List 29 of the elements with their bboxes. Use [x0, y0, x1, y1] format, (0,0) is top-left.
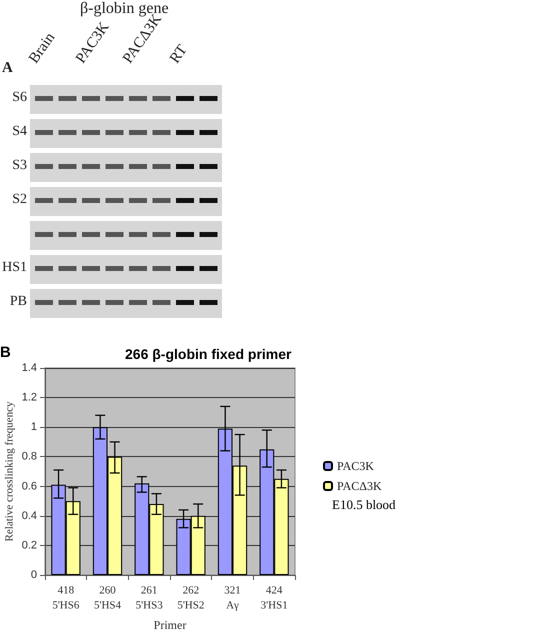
text: S2 — [12, 192, 27, 208]
x-tick-label: 424 3'HS1 — [260, 584, 288, 612]
y-tick-label: 1.2 — [22, 392, 37, 404]
text: S4 — [12, 124, 27, 140]
legend-label: PAC3K — [337, 459, 374, 473]
x-tick-label: 262 5'HS2 — [177, 584, 204, 612]
text: B — [0, 344, 11, 361]
y-tick-label: 1.4 — [22, 362, 37, 374]
x-axis-title: Primer — [154, 618, 186, 632]
text: S3 — [12, 158, 27, 174]
y-tick-label: 0.2 — [22, 539, 37, 552]
text: A — [2, 60, 13, 77]
x-tick-label: 260 5'HS4 — [94, 584, 122, 612]
x-tick-label: 321 Aγ — [224, 584, 241, 612]
y-tick-label: 0.4 — [22, 510, 37, 522]
y-tick-label: 0 — [30, 569, 37, 581]
text: HS1 — [2, 260, 27, 276]
y-tick-label: 1 — [30, 421, 37, 434]
chart-title: 266 β-globin fixed primer — [125, 346, 292, 362]
text: PB — [10, 294, 27, 310]
y-tick-label: 0.6 — [22, 480, 37, 492]
legend-label: PACΔ3K — [337, 479, 382, 493]
y-axis-title: Relative crosslinking frequency — [4, 401, 16, 542]
y-tick-label: 0.8 — [22, 450, 37, 463]
x-tick-label: 418 5'HS6 — [52, 584, 80, 612]
text: E10.5 blood — [332, 497, 396, 512]
text: S6 — [12, 90, 27, 106]
x-tick-label: 261 5'HS3 — [136, 584, 164, 612]
text: RT — [167, 42, 192, 67]
